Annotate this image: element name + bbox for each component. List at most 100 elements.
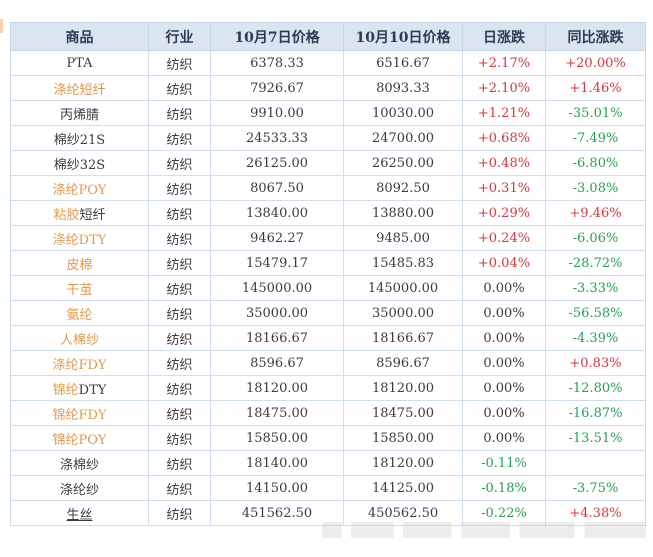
commodity-name-text[interactable]: 棉纱32S bbox=[53, 157, 106, 173]
price-oct7-cell: 18140.00 bbox=[210, 450, 344, 476]
commodity-name-text[interactable]: 棉纱21S bbox=[53, 132, 106, 148]
commodity-name-text[interactable]: 丙烯腈 bbox=[59, 107, 99, 123]
commodity-name-text[interactable]: 氨纶 bbox=[66, 307, 93, 323]
daily-change-cell: +2.10% bbox=[462, 75, 546, 101]
price-oct10-cell: 10030.00 bbox=[343, 100, 463, 126]
commodity-name-cell[interactable]: 丙烯腈 bbox=[10, 100, 149, 126]
daily-change-value: -0.11% bbox=[481, 455, 527, 471]
daily-change-cell: +0.04% bbox=[462, 250, 546, 276]
commodity-name-cell[interactable]: 棉纱32S bbox=[10, 150, 149, 176]
commodity-name-text[interactable]: 粘胶 bbox=[53, 207, 80, 223]
commodity-name-cell[interactable]: 粘胶短纤 bbox=[10, 200, 149, 226]
commodity-price-table: 商品 行业 10月7日价格 10月10日价格 日涨跌 同比涨跌 PTA 纺织 6378.33 6… bbox=[10, 22, 646, 526]
table-row: 锦纶FDY 纺织 18475.00 18475.00 0.00% -16.87% bbox=[10, 400, 646, 426]
yoy-change-cell: -56.58% bbox=[545, 300, 646, 326]
daily-change-cell: 0.00% bbox=[462, 425, 546, 451]
commodity-name-text[interactable]: 涤纶FDY bbox=[52, 357, 107, 373]
commodity-name-text[interactable]: 短纤 bbox=[79, 207, 106, 223]
yoy-change-cell bbox=[545, 450, 646, 476]
table-row: 锦纶POY 纺织 15850.00 15850.00 0.00% -13.51% bbox=[10, 425, 646, 451]
commodity-name-text[interactable]: 皮棉 bbox=[66, 257, 93, 273]
commodity-name-text[interactable]: 涤纶短纤 bbox=[53, 82, 106, 98]
industry-cell: 纺织 bbox=[148, 250, 211, 276]
table-row: 生丝 纺织 451562.50 450562.50 -0.22% +4.38% bbox=[10, 500, 646, 526]
yoy-change-value: +20.00% bbox=[565, 55, 626, 71]
commodity-name-cell[interactable]: 氨纶 bbox=[10, 300, 149, 326]
price-oct7-cell: 24533.33 bbox=[210, 125, 344, 151]
table-row: 涤纶FDY 纺织 8596.67 8596.67 0.00% +0.83% bbox=[10, 350, 646, 376]
commodity-name-cell[interactable]: 皮棉 bbox=[10, 250, 149, 276]
price-oct7-cell: 13840.00 bbox=[210, 200, 344, 226]
commodity-name-text[interactable]: 锦纶FDY bbox=[52, 407, 107, 423]
price-oct7-cell: 18475.00 bbox=[210, 400, 344, 426]
commodity-name-text[interactable]: 涤纶DTY bbox=[52, 232, 107, 248]
daily-change-cell: 0.00% bbox=[462, 325, 546, 351]
commodity-name-text[interactable]: 涤纶纱 bbox=[59, 482, 99, 498]
price-oct7-cell: 451562.50 bbox=[210, 500, 344, 526]
yoy-change-cell: -6.06% bbox=[545, 225, 646, 251]
daily-change-value: -0.22% bbox=[481, 505, 527, 521]
yoy-change-cell: +9.46% bbox=[545, 200, 646, 226]
commodity-name-text[interactable]: 涤纶POY bbox=[52, 182, 107, 198]
price-oct10-cell: 145000.00 bbox=[343, 275, 463, 301]
industry-cell: 纺织 bbox=[148, 125, 211, 151]
commodity-name-cell[interactable]: 涤纶DTY bbox=[10, 225, 149, 251]
yoy-change-cell: +4.38% bbox=[545, 500, 646, 526]
commodity-name-cell[interactable]: 涤纶FDY bbox=[10, 350, 149, 376]
yoy-change-value: -56.58% bbox=[568, 305, 623, 321]
table-row: 涤纶短纤 纺织 7926.67 8093.33 +2.10% +1.46% bbox=[10, 75, 646, 101]
commodity-name-text[interactable]: 锦纶 bbox=[52, 382, 79, 398]
table-row: 涤棉纱 纺织 18140.00 18120.00 -0.11% bbox=[10, 450, 646, 476]
commodity-name-text[interactable]: 涤棉纱 bbox=[59, 457, 99, 473]
price-oct10-cell: 8093.33 bbox=[343, 75, 463, 101]
commodity-name-text[interactable]: 锦纶POY bbox=[52, 432, 107, 448]
commodity-name-text[interactable]: 生丝 bbox=[66, 507, 93, 523]
price-oct10-cell: 26250.00 bbox=[343, 150, 463, 176]
industry-cell: 纺织 bbox=[148, 375, 211, 401]
price-oct7-cell: 7926.67 bbox=[210, 75, 344, 101]
commodity-name-cell[interactable]: 干茧 bbox=[10, 275, 149, 301]
commodity-name-cell[interactable]: 棉纱21S bbox=[10, 125, 149, 151]
daily-change-cell: +2.17% bbox=[462, 50, 546, 76]
industry-cell: 纺织 bbox=[148, 475, 211, 501]
yoy-change-cell: -12.80% bbox=[545, 375, 646, 401]
daily-change-value: 0.00% bbox=[483, 380, 525, 396]
commodity-name-cell[interactable]: PTA bbox=[10, 50, 149, 76]
price-oct10-cell: 9485.00 bbox=[343, 225, 463, 251]
price-oct10-cell: 450562.50 bbox=[343, 500, 463, 526]
commodity-name-cell[interactable]: 锦纶DTY bbox=[10, 375, 149, 401]
daily-change-value: +0.29% bbox=[477, 205, 531, 221]
commodity-name-cell[interactable]: 涤纶短纤 bbox=[10, 75, 149, 101]
daily-change-value: +2.17% bbox=[477, 55, 531, 71]
left-edge-artifact bbox=[0, 19, 3, 33]
industry-cell: 纺织 bbox=[148, 450, 211, 476]
yoy-change-value: -12.80% bbox=[568, 380, 623, 396]
commodity-name-text[interactable]: 干茧 bbox=[66, 282, 93, 298]
commodity-name-text[interactable]: DTY bbox=[78, 382, 107, 398]
daily-change-cell: +0.48% bbox=[462, 150, 546, 176]
price-oct7-cell: 15850.00 bbox=[210, 425, 344, 451]
commodity-name-cell[interactable]: 人棉纱 bbox=[10, 325, 149, 351]
commodity-name-text[interactable]: PTA bbox=[66, 55, 93, 71]
commodity-name-cell[interactable]: 生丝 bbox=[10, 500, 149, 526]
yoy-change-value: -16.87% bbox=[568, 405, 623, 421]
commodity-name-text[interactable]: 人棉纱 bbox=[59, 332, 99, 348]
table-row: 干茧 纺织 145000.00 145000.00 0.00% -3.33% bbox=[10, 275, 646, 301]
commodity-name-cell[interactable]: 涤纶纱 bbox=[10, 475, 149, 501]
yoy-change-cell: -3.08% bbox=[545, 175, 646, 201]
yoy-change-value: -7.49% bbox=[572, 130, 619, 146]
industry-cell: 纺织 bbox=[148, 175, 211, 201]
yoy-change-value: +0.83% bbox=[569, 355, 622, 371]
commodity-name-cell[interactable]: 锦纶POY bbox=[10, 425, 149, 451]
table-row: 涤纶纱 纺织 14150.00 14125.00 -0.18% -3.75% bbox=[10, 475, 646, 501]
commodity-name-cell[interactable]: 涤棉纱 bbox=[10, 450, 149, 476]
price-oct10-cell: 14125.00 bbox=[343, 475, 463, 501]
daily-change-value: 0.00% bbox=[483, 430, 525, 446]
yoy-change-cell: -7.49% bbox=[545, 125, 646, 151]
commodity-name-cell[interactable]: 涤纶POY bbox=[10, 175, 149, 201]
commodity-name-cell[interactable]: 锦纶FDY bbox=[10, 400, 149, 426]
table-row: 锦纶DTY 纺织 18120.00 18120.00 0.00% -12.80% bbox=[10, 375, 646, 401]
price-oct10-cell: 24700.00 bbox=[343, 125, 463, 151]
daily-change-cell: +0.24% bbox=[462, 225, 546, 251]
yoy-change-cell: -3.33% bbox=[545, 275, 646, 301]
